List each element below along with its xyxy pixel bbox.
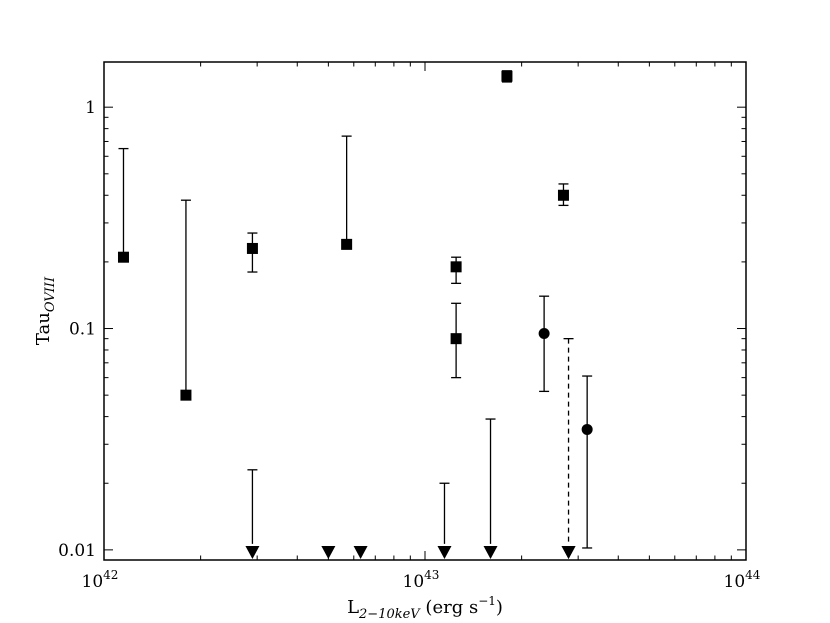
upper-limit-marker bbox=[483, 546, 498, 559]
data-point-square bbox=[180, 389, 192, 401]
data-markers bbox=[117, 70, 593, 559]
x-tick-labels: 1042 1043 1044 bbox=[82, 568, 761, 592]
y-tick-label: 0.01 bbox=[58, 541, 96, 561]
x-tick-label: 1044 bbox=[724, 568, 761, 592]
upper-limit-marker bbox=[437, 546, 452, 559]
y-tick-label: 0.1 bbox=[69, 320, 96, 340]
data-point-circle bbox=[581, 423, 593, 435]
data-point-square bbox=[450, 333, 462, 345]
y-axis-title: TauOVIII bbox=[33, 276, 58, 345]
data-point-square bbox=[341, 238, 353, 250]
y-tick-label: 1 bbox=[85, 98, 96, 118]
data-point-square bbox=[501, 70, 513, 82]
x-axis-title: L2−10keV (erg s−1) bbox=[347, 594, 503, 622]
plot-frame bbox=[103, 61, 747, 561]
upper-limit-marker bbox=[321, 546, 336, 559]
axis-ticks bbox=[103, 62, 747, 561]
x-tick-label: 1043 bbox=[403, 568, 440, 592]
y-tick-labels: 0.01 0.1 1 bbox=[58, 98, 96, 561]
data-point-square bbox=[117, 251, 129, 263]
x-tick-label: 1042 bbox=[82, 568, 119, 592]
upper-limit-marker bbox=[245, 546, 260, 559]
data-point-square bbox=[246, 242, 258, 254]
upper-limit-marker bbox=[561, 546, 576, 559]
data-point-square bbox=[450, 261, 462, 273]
data-point-circle bbox=[538, 327, 550, 339]
upper-limit-marker bbox=[353, 546, 368, 559]
data-point-square bbox=[557, 189, 569, 201]
error-bars bbox=[118, 70, 593, 549]
